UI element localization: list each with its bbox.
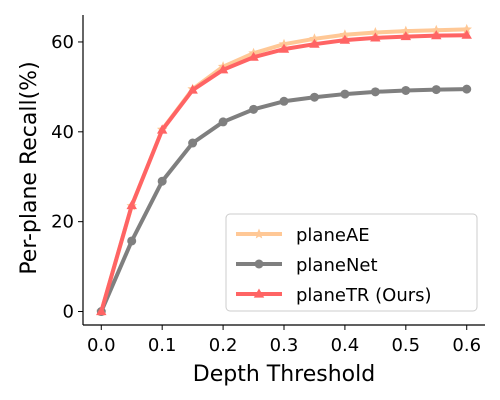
data-point [370, 87, 380, 97]
x-tick-label: 0.1 [148, 335, 177, 356]
data-point [187, 84, 198, 94]
data-point [400, 25, 412, 36]
data-point [188, 138, 198, 148]
legend-marker [253, 288, 265, 298]
legend-marker [253, 228, 265, 239]
x-tick-label: 0.4 [331, 335, 360, 356]
data-point [461, 29, 472, 39]
data-point [127, 236, 137, 246]
data-point [157, 176, 167, 186]
series-layer [96, 23, 472, 317]
data-point [278, 43, 290, 53]
data-point [400, 31, 412, 41]
axes: 0.0 0.1 0.2 0.3 0.4 0.5 0.6 0 20 40 60 [51, 15, 485, 356]
data-point [249, 104, 259, 114]
x-tick-label: 0.5 [391, 335, 420, 356]
legend-label: planeNet [296, 255, 378, 276]
data-point [431, 85, 441, 95]
legend-label: planeAE [296, 225, 370, 246]
x-tick-label: 0.3 [270, 335, 299, 356]
x-tick-label: 0.6 [452, 335, 481, 356]
series-planenet [96, 84, 472, 317]
legend-label: planeTR (Ours) [296, 285, 432, 306]
data-point [309, 33, 320, 44]
legend: planeAE planeNet planeTR (Ours) [225, 213, 478, 312]
data-point [462, 84, 472, 94]
legend-box [225, 213, 478, 312]
y-axis-title: Per-plane Recall(%) [17, 61, 42, 274]
data-point [370, 27, 381, 37]
data-point [401, 85, 411, 95]
data-point [218, 117, 228, 127]
data-point [248, 51, 259, 61]
series-planetr [96, 29, 472, 316]
data-point [461, 23, 472, 34]
x-axis-title: Depth Threshold [193, 362, 375, 387]
data-point [309, 92, 319, 102]
y-tick-label: 40 [51, 122, 74, 143]
y-tick-label: 20 [51, 212, 74, 233]
legend-item: planeTR (Ours) [236, 285, 432, 306]
data-point [431, 30, 442, 40]
data-point [339, 29, 351, 40]
data-point [156, 124, 168, 134]
legend-marker [254, 259, 264, 269]
data-point [217, 64, 229, 74]
data-point [339, 34, 351, 44]
x-tick-label: 0.2 [209, 335, 238, 356]
data-point [370, 32, 381, 42]
data-point [431, 24, 442, 35]
data-point [340, 89, 350, 99]
y-tick-label: 0 [63, 302, 74, 323]
data-point [96, 306, 107, 316]
data-point [126, 199, 137, 210]
y-tick-label: 60 [51, 32, 74, 53]
legend-item: planeNet [236, 255, 378, 276]
legend-item: planeAE [236, 225, 370, 246]
data-point [279, 96, 289, 106]
data-point [309, 38, 320, 48]
x-tick-label: 0.0 [87, 335, 116, 356]
